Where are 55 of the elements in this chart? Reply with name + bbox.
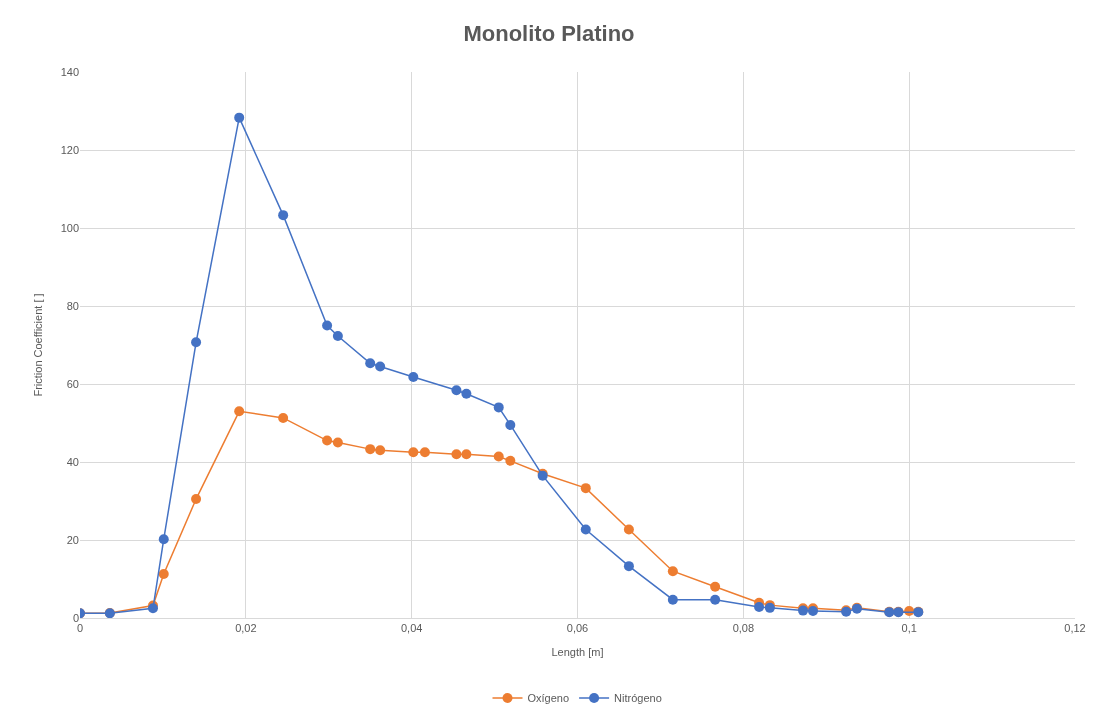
y-tick-label: 40: [66, 455, 79, 468]
point: [710, 581, 721, 592]
point: [278, 210, 289, 221]
chart-title: Monolito Platino: [463, 20, 635, 46]
point: [754, 602, 765, 613]
x-tick-label: 0,04: [400, 622, 423, 635]
point: [461, 388, 472, 399]
point: [408, 371, 419, 382]
point: [493, 451, 504, 462]
y-axis-title: Friction Coefficient [ ]: [32, 293, 45, 397]
point: [278, 412, 289, 423]
point: [322, 320, 333, 331]
point: [580, 524, 591, 535]
point: [623, 524, 634, 535]
point: [710, 594, 721, 605]
point: [667, 566, 678, 577]
legend-label: Nitrógeno: [614, 692, 662, 705]
y-tick-label: 80: [66, 299, 79, 312]
point: [461, 449, 472, 460]
point: [365, 444, 376, 455]
y-tick-label: 0: [72, 611, 79, 624]
point: [451, 385, 462, 396]
point: [623, 561, 634, 572]
point: [451, 449, 462, 460]
x-axis-title: Length [m]: [551, 646, 604, 659]
point: [158, 534, 169, 545]
y-tick-label: 140: [60, 65, 79, 78]
point: [191, 337, 202, 348]
point: [365, 358, 376, 369]
y-tick-label: 100: [60, 221, 79, 234]
y-tick-label: 60: [66, 377, 79, 390]
point: [505, 455, 516, 466]
y-tick-label: 20: [66, 533, 79, 546]
legend-label: Oxígeno: [527, 692, 570, 705]
point: [158, 568, 169, 579]
x-tick-label: 0,1: [901, 622, 917, 635]
point: [332, 437, 343, 448]
point: [667, 594, 678, 605]
y-tick-label: 120: [60, 143, 79, 156]
point: [322, 435, 333, 446]
point: [375, 445, 386, 456]
point: [332, 331, 343, 342]
x-tick-label: 0,02: [235, 622, 257, 635]
point: [505, 419, 516, 430]
x-tick-label: 0,06: [566, 622, 589, 635]
point: [234, 112, 245, 123]
point: [419, 447, 430, 458]
point: [375, 361, 386, 372]
point: [234, 406, 245, 417]
point: [493, 402, 504, 413]
point: [408, 447, 419, 458]
x-tick-label: 0,12: [1064, 622, 1086, 635]
x-tick-label: 0,08: [732, 622, 755, 635]
point: [580, 483, 591, 494]
point: [191, 494, 202, 505]
